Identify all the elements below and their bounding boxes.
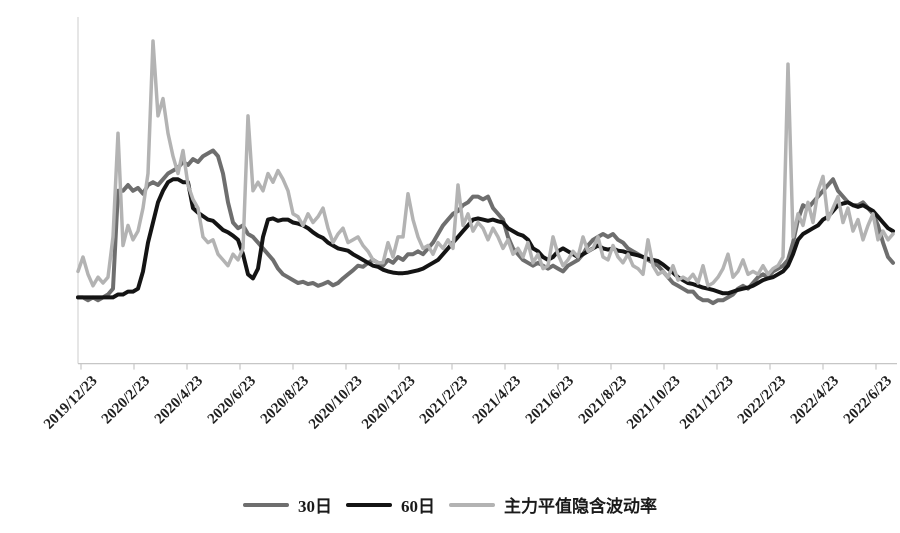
x-tick-label: 2020/10/23: [305, 372, 366, 433]
x-tick-label: 2022/6/23: [840, 372, 896, 427]
legend-swatch-30day: [243, 502, 289, 507]
x-tick-label: 2021/6/23: [522, 372, 578, 427]
x-tick-label: 2020/2/23: [98, 372, 154, 427]
x-tick-label: 2021/4/23: [469, 372, 525, 427]
x-tick-label: 2021/2/23: [416, 372, 472, 427]
x-tick-label: 2019/12/23: [40, 372, 101, 433]
legend-swatch-60day: [346, 502, 392, 507]
series-line-main-iv: [76, 39, 895, 288]
x-tick-label: 2022/4/23: [787, 372, 843, 427]
x-tick-label: 2020/12/23: [358, 372, 419, 433]
legend-item-60day: 60日: [346, 492, 435, 517]
legend-swatch-main-iv: [449, 502, 495, 507]
x-tick-label: 2020/8/23: [257, 372, 313, 427]
legend-label-60day: 60日: [401, 497, 435, 516]
x-tick-label: 2021/8/23: [575, 372, 631, 427]
series-line-30day: [76, 148, 895, 306]
chart-legend: 30日 60日 主力平值隐含波动率: [0, 492, 900, 517]
legend-item-main-iv: 主力平值隐含波动率: [449, 492, 657, 517]
legend-label-30day: 30日: [298, 497, 332, 516]
x-tick-label: 2020/6/23: [204, 372, 260, 427]
x-tick-label: 2020/4/23: [151, 372, 207, 427]
legend-item-30day: 30日: [243, 492, 332, 517]
legend-label-main-iv: 主力平值隐含波动率: [504, 497, 657, 516]
x-tick-label: 2021/10/23: [623, 372, 684, 433]
series-line-60day: [76, 177, 895, 300]
x-tick-label: 2022/2/23: [734, 372, 790, 427]
x-tick-label: 2021/12/23: [676, 372, 737, 433]
